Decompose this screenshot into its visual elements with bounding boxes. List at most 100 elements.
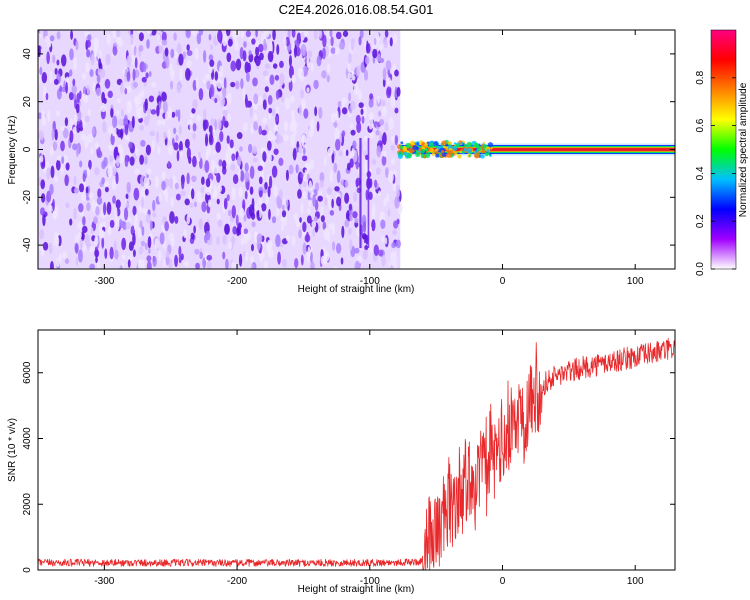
noise-streak [367, 138, 370, 248]
noise-speckle [350, 100, 356, 111]
noise-speckle [39, 155, 44, 163]
noise-speckle [167, 160, 171, 168]
noise-speckle [337, 101, 342, 108]
noise-speckle [123, 207, 129, 221]
noise-speckle [235, 80, 240, 90]
noise-speckle [123, 114, 129, 128]
noise-speckle [341, 225, 345, 239]
noise-speckle [236, 132, 243, 140]
noise-speckle [276, 106, 280, 116]
noise-speckle [244, 190, 248, 200]
noise-speckle [138, 32, 144, 42]
noise-speckle [217, 219, 223, 228]
noise-speckle [280, 216, 286, 223]
noise-speckle [53, 78, 59, 85]
noise-speckle [300, 89, 305, 99]
noise-speckle [147, 247, 151, 254]
noise-speckle [205, 185, 212, 196]
noise-speckle [351, 147, 355, 157]
noise-speckle [393, 33, 397, 45]
noise-speckle [134, 168, 140, 175]
noise-speckle [78, 203, 84, 213]
noise-speckle [261, 203, 267, 212]
noise-speckle [299, 68, 304, 82]
noise-speckle [338, 150, 343, 157]
signal-turbulence [405, 142, 411, 149]
noise-speckle [54, 129, 58, 141]
noise-speckle [378, 131, 383, 143]
snr-x-ticks: -300 -200 -100 0 100 [94, 330, 644, 587]
noise-speckle [214, 119, 217, 131]
noise-speckle [128, 141, 133, 149]
y-tick-label: 4000 [22, 427, 33, 450]
noise-speckle [351, 75, 356, 81]
noise-speckle [222, 109, 228, 118]
noise-speckle [231, 235, 236, 245]
noise-speckle [165, 55, 170, 69]
noise-speckle [330, 47, 336, 54]
noise-speckle [60, 140, 65, 152]
noise-speckle [124, 124, 129, 136]
noise-speckle [253, 203, 259, 212]
spectrogram-signal [397, 139, 675, 159]
noise-speckle [350, 129, 356, 136]
noise-speckle [240, 237, 244, 246]
noise-speckle [96, 74, 101, 84]
noise-speckle [294, 257, 299, 269]
noise-speckle [341, 130, 346, 138]
noise-speckle [185, 68, 191, 81]
noise-speckle [338, 41, 345, 50]
noise-speckle [311, 220, 317, 229]
noise-speckle [208, 135, 214, 146]
noise-speckle [290, 133, 296, 147]
noise-speckle [38, 130, 45, 141]
noise-speckle [395, 187, 400, 199]
noise-speckle [164, 221, 169, 232]
noise-speckle [199, 251, 204, 260]
noise-speckle [137, 205, 142, 214]
noise-speckle [267, 130, 273, 142]
noise-speckle [394, 196, 400, 209]
noise-speckle [46, 190, 52, 203]
noise-speckle [249, 256, 255, 264]
noise-speckle [184, 198, 190, 206]
noise-speckle [310, 63, 314, 72]
noise-speckle [189, 118, 193, 133]
noise-speckle [283, 133, 289, 142]
noise-speckle [82, 216, 86, 226]
noise-speckle [86, 49, 91, 58]
noise-speckle [76, 92, 80, 104]
noise-speckle [306, 208, 311, 214]
noise-speckle [390, 157, 396, 166]
noise-speckle [335, 31, 342, 40]
noise-speckle [175, 134, 179, 142]
noise-speckle [380, 219, 386, 230]
noise-speckle [100, 105, 107, 113]
noise-speckle [68, 91, 74, 101]
signal-turbulence [402, 147, 408, 152]
y-tick-label: 20 [22, 96, 33, 108]
noise-speckle [41, 116, 47, 127]
noise-speckle [344, 219, 350, 228]
noise-speckle [390, 135, 395, 143]
noise-speckle [267, 94, 273, 105]
noise-speckle [298, 229, 302, 239]
noise-speckle [156, 119, 162, 126]
noise-speckle [246, 72, 250, 83]
y-tick-label: 2000 [22, 493, 33, 516]
noise-speckle [394, 86, 398, 99]
noise-speckle [226, 52, 232, 63]
noise-speckle [48, 242, 53, 255]
noise-speckle [51, 128, 55, 141]
noise-speckle [60, 163, 64, 175]
spectrogram-y-label: Frequency (Hz) [7, 116, 18, 185]
noise-speckle [262, 99, 267, 110]
signal-turbulence [487, 142, 494, 148]
noise-speckle [281, 204, 285, 211]
noise-speckle [307, 246, 311, 259]
noise-speckle [263, 260, 269, 269]
signal-turbulence [398, 144, 402, 148]
noise-speckle [361, 232, 367, 240]
noise-speckle [299, 217, 302, 223]
